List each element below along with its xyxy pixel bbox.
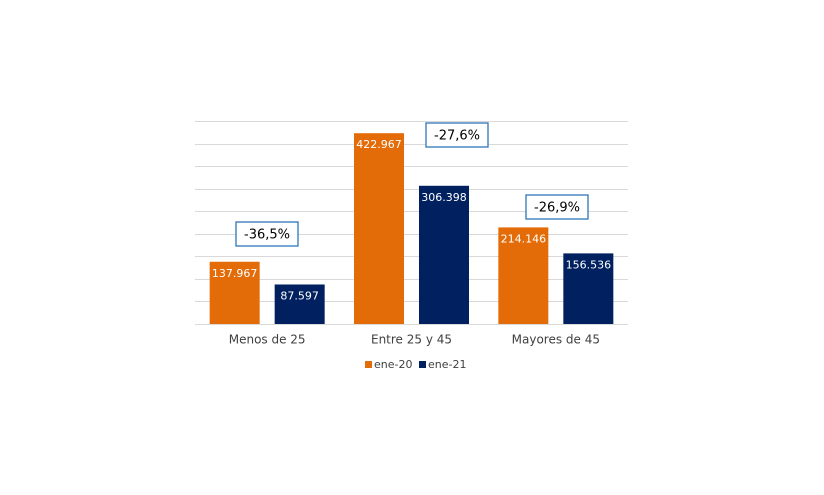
legend-label: ene-21 xyxy=(428,358,466,371)
legend-swatch xyxy=(419,361,426,368)
data-label: 137.967 xyxy=(212,267,258,280)
bar xyxy=(419,185,469,324)
legend-label: ene-20 xyxy=(374,358,412,371)
x-tick-label: Menos de 25 xyxy=(229,333,306,347)
annotation: -36,5% xyxy=(244,228,290,243)
annotation-box xyxy=(425,122,489,148)
bar xyxy=(354,133,404,324)
legend-swatch xyxy=(365,361,372,368)
bar xyxy=(274,284,325,324)
bar xyxy=(563,253,614,324)
bar xyxy=(209,261,260,324)
annotation: -27,6% xyxy=(434,129,480,144)
data-label: 87.597 xyxy=(280,289,319,302)
x-tick-label: Entre 25 y 45 xyxy=(371,333,452,347)
annotation-box xyxy=(235,221,299,247)
annotation: -26,9% xyxy=(534,201,580,216)
data-label: 156.536 xyxy=(566,258,612,271)
data-label: 306.398 xyxy=(421,191,467,204)
data-label: 422.967 xyxy=(356,138,402,151)
x-tick-label: Mayores de 45 xyxy=(512,333,600,347)
data-label: 214.146 xyxy=(501,232,547,245)
annotation-box xyxy=(525,194,589,220)
bar xyxy=(498,227,549,324)
